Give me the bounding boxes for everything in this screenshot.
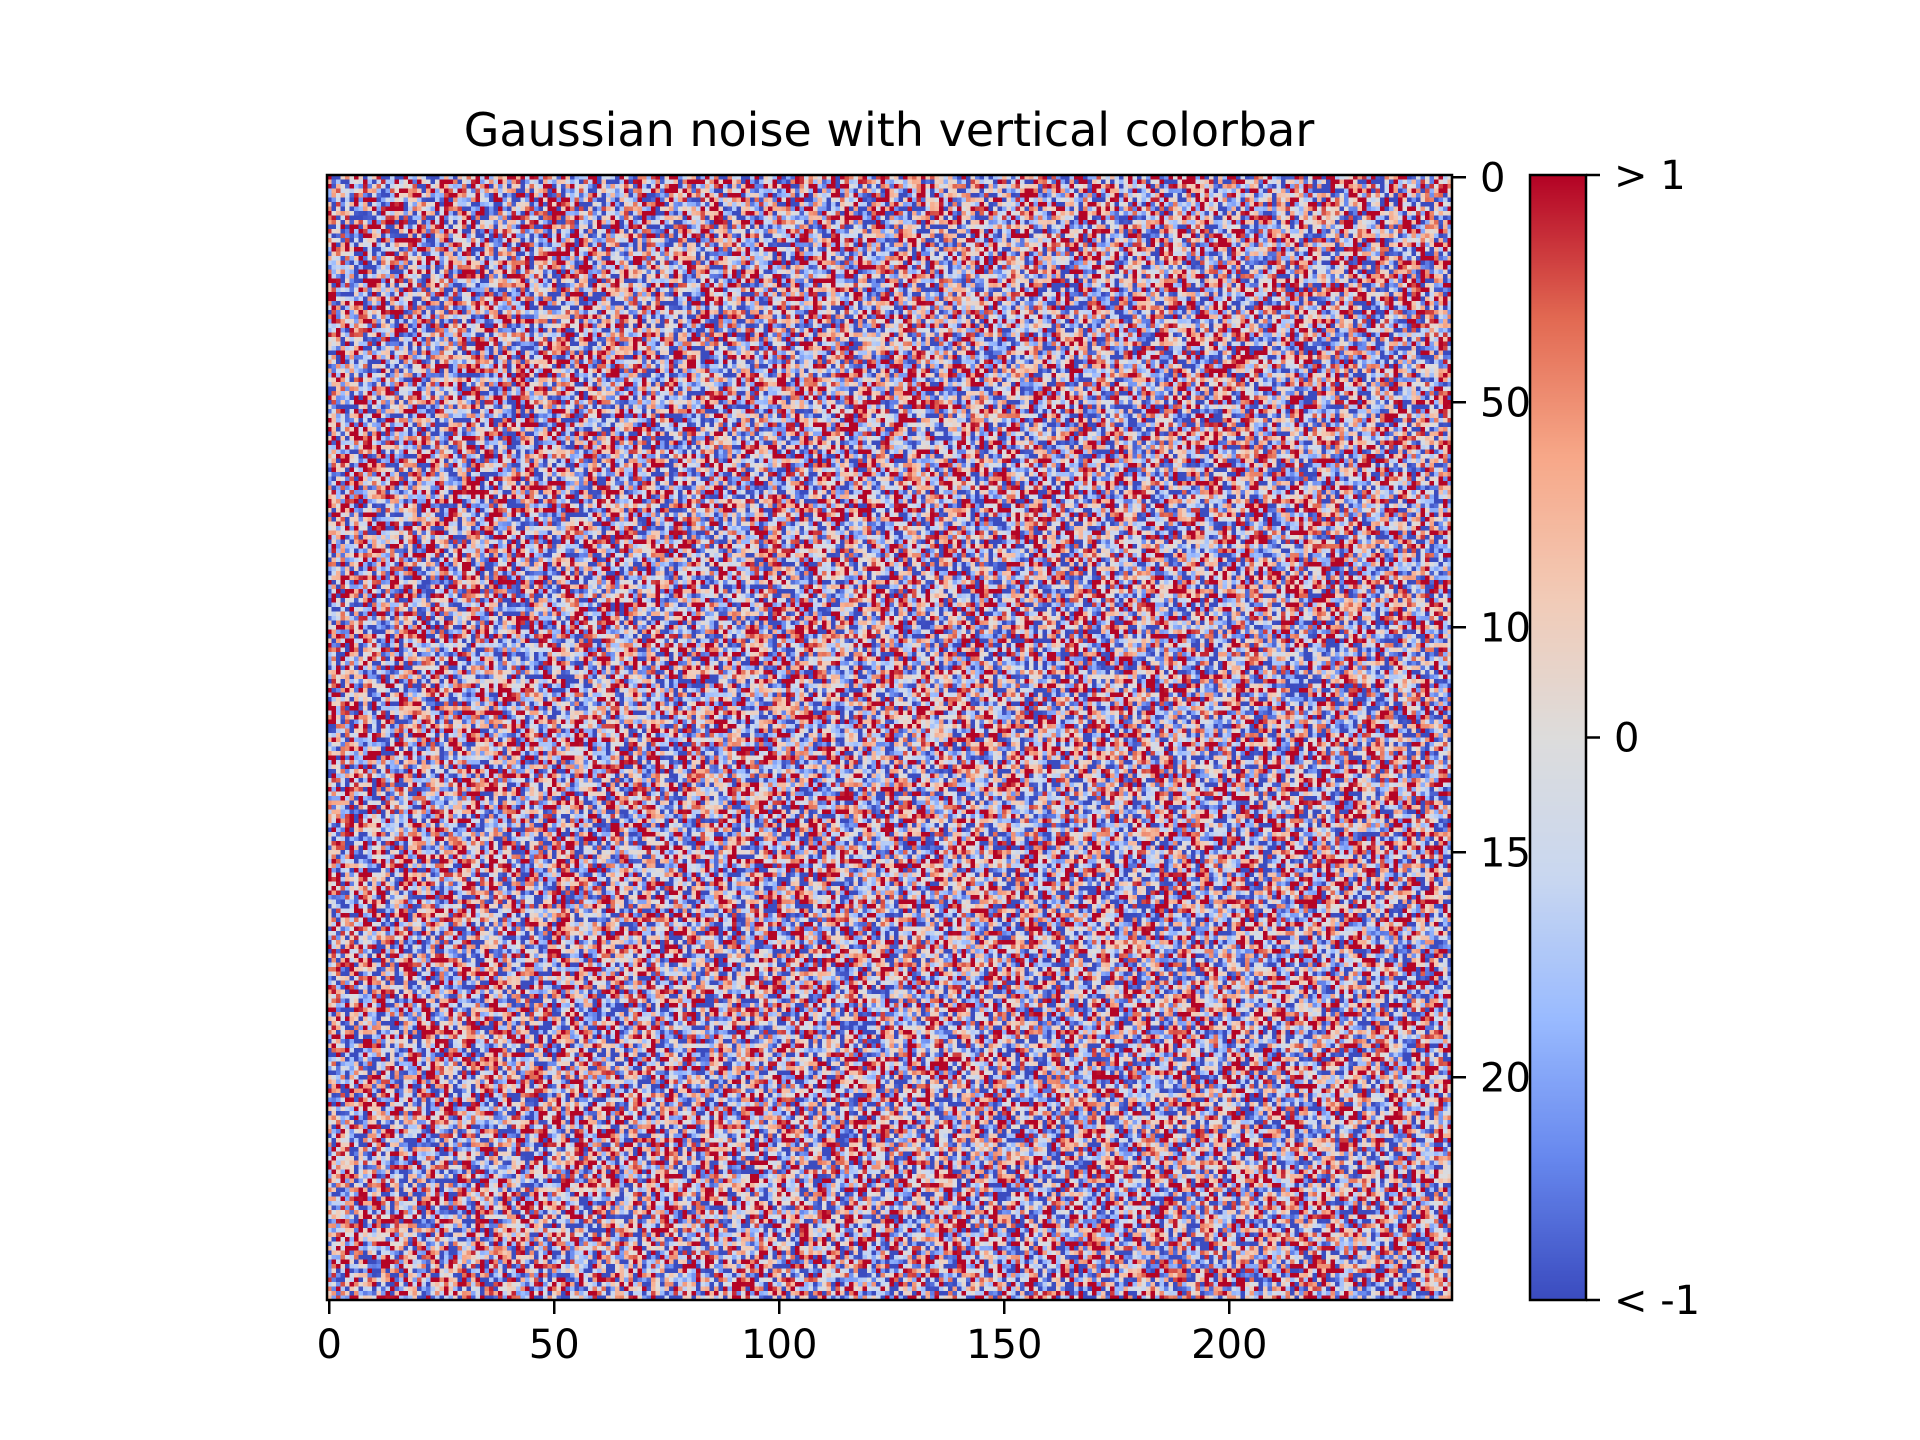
colorbar-frame [1528,173,1588,1302]
y-tick-label: 15 [1480,830,1531,876]
x-tick-label: 150 [966,1322,1042,1368]
x-tick-label: 50 [529,1322,580,1368]
x-tick-label: 200 [1191,1322,1267,1368]
colorbar-axis: > 1 0 < -1 [1586,153,1700,1324]
y-tick-label: 50 [1480,380,1531,426]
colorbar-tick-label: 0 [1614,716,1639,762]
x-tick-label: 100 [741,1322,817,1368]
y-axis: 0 50 10 15 20 [1452,155,1531,1101]
colorbar-gradient [1530,175,1586,1300]
chart-title: Gaussian noise with vertical colorbar [464,103,1315,157]
y-tick-label: 20 [1480,1055,1531,1101]
y-tick-label: 10 [1480,605,1531,651]
x-axis: 0 50 100 150 200 [317,1300,1267,1368]
x-tick-label: 0 [317,1322,342,1368]
y-tick-label: 0 [1480,155,1505,201]
heatmap-axes-frame [325,173,1454,1302]
colorbar-tick-label: < -1 [1614,1278,1700,1324]
heatmap-image [327,175,1452,1300]
colorbar-tick-label: > 1 [1614,153,1686,199]
